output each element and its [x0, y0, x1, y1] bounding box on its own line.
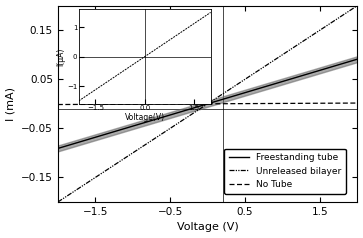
X-axis label: Voltage (V): Voltage (V)	[177, 223, 238, 233]
Y-axis label: I (mA): I (mA)	[5, 87, 16, 121]
Legend: Freestanding tube, Unreleased bilayer, No Tube: Freestanding tube, Unreleased bilayer, N…	[224, 149, 346, 193]
